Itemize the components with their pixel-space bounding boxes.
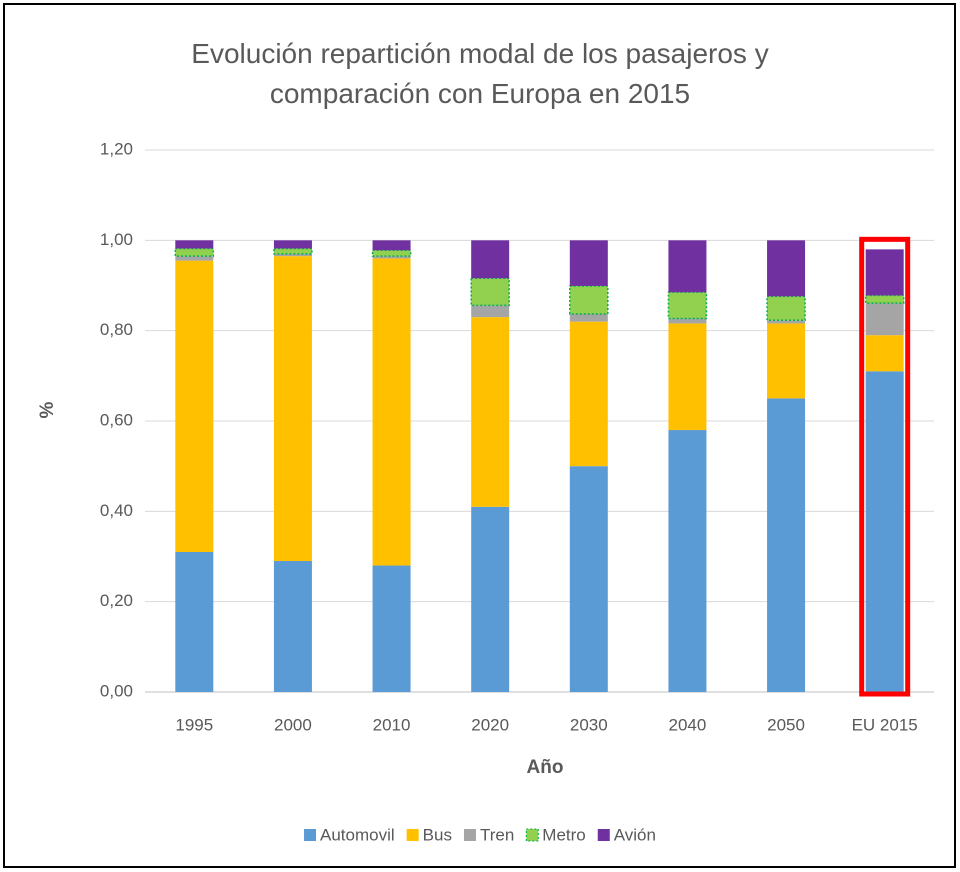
x-tick-label: 2040: [669, 715, 707, 734]
legend-swatch: [525, 828, 539, 842]
highlight-box: [859, 236, 911, 697]
bar-segment: [471, 317, 510, 507]
y-tick-label: 1,20: [100, 139, 133, 158]
legend-label: Tren: [480, 825, 514, 844]
bar-segment: [767, 240, 806, 297]
y-tick-label: 0,00: [100, 681, 133, 700]
x-tick-label: 2000: [274, 715, 312, 734]
bar-segment: [668, 323, 707, 431]
bar-segment: [371, 249, 412, 257]
bar-segment: [668, 240, 707, 293]
x-tick-label: 2050: [767, 715, 805, 734]
bar-segment: [470, 277, 510, 307]
bar-segment: [667, 291, 708, 320]
y-tick-label: 0,60: [100, 410, 133, 429]
bar-segment: [569, 240, 608, 286]
x-tick-label: 2010: [373, 715, 411, 734]
bar-segment: [569, 321, 608, 467]
y-tick-label: 0,80: [100, 320, 133, 339]
legend-swatch: [463, 829, 476, 841]
x-tick-label: EU 2015: [852, 715, 918, 734]
bar-segment: [372, 565, 411, 692]
bar-segment: [175, 260, 214, 552]
bar-segment: [372, 256, 411, 259]
legend-label: Automovil: [320, 825, 395, 844]
bar-segment: [175, 256, 214, 261]
bar-segment: [767, 398, 806, 692]
bar-segment: [372, 258, 411, 566]
bar-segment: [175, 240, 214, 249]
bar-segment: [174, 247, 215, 257]
bar-segment: [766, 295, 806, 322]
bar-segment: [273, 240, 312, 249]
x-axis-label: Año: [527, 757, 564, 778]
chart-title: Evolución repartición modal de los pasaj…: [191, 38, 769, 109]
y-tick-label: 0,40: [100, 501, 133, 520]
bar-segment: [569, 466, 608, 692]
legend-label: Bus: [423, 825, 452, 844]
bar-segment: [668, 318, 707, 324]
bar-segment: [372, 240, 411, 251]
y-tick-label: 1,00: [100, 230, 133, 249]
bar-segment: [273, 247, 313, 255]
bar-segment: [767, 323, 806, 399]
x-tick-label: 1995: [175, 715, 213, 734]
legend-label: Metro: [542, 825, 585, 844]
legend-swatch: [406, 829, 419, 841]
y-axis-label: %: [37, 401, 58, 418]
y-tick-label: 0,20: [100, 591, 133, 610]
bar-segment: [864, 294, 905, 304]
bar-segment: [865, 303, 904, 336]
x-tick-label: 2020: [471, 715, 509, 734]
bar-segment: [865, 371, 904, 692]
bar-segment: [865, 249, 904, 296]
bar-segment: [668, 430, 707, 692]
bar-segment: [175, 551, 214, 692]
bar-segment: [865, 335, 904, 372]
legend-swatch: [597, 829, 610, 841]
bar-segment: [569, 313, 608, 322]
bar-segment: [767, 320, 806, 324]
x-tick-label: 2030: [570, 715, 608, 734]
bar-segment: [471, 305, 510, 318]
bar-segment: [569, 285, 609, 315]
legend-label: Avión: [614, 825, 656, 844]
bar-segment: [273, 561, 312, 692]
legend-swatch: [304, 829, 317, 841]
bar-segment: [273, 253, 312, 257]
bar-segment: [273, 256, 312, 562]
bar-segment: [471, 240, 510, 279]
bar-segment: [471, 506, 510, 692]
